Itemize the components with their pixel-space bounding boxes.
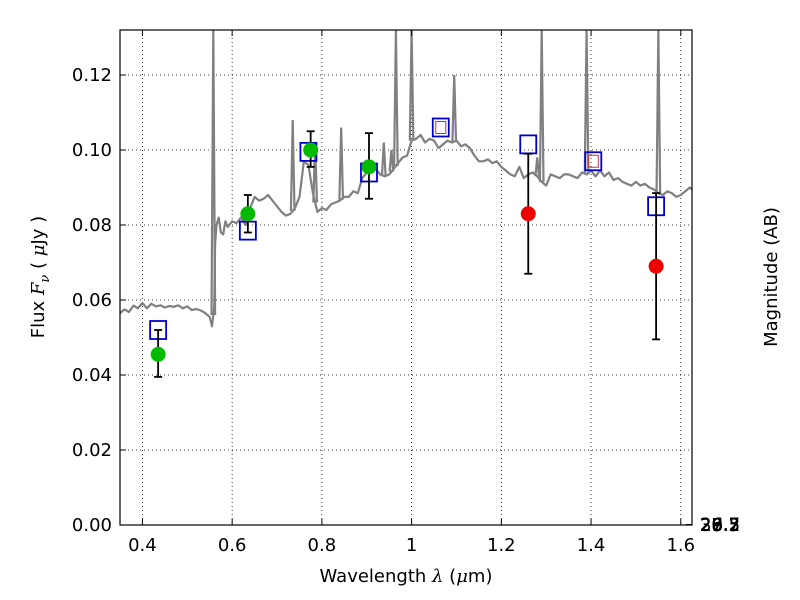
model-band-square	[431, 117, 450, 138]
y-tick-label: 0.02	[72, 440, 112, 461]
y2-tick-label: 28	[700, 515, 723, 536]
emission-line-spike	[380, 142, 387, 176]
emission-line-spike	[393, 30, 399, 166]
x-tick-label: 1.6	[666, 535, 695, 556]
y2-tick-label: 28.5	[700, 515, 740, 536]
x-tick-label: 1	[406, 535, 417, 556]
emission-line-spike	[538, 30, 545, 182]
y-tick-label: 0.06	[72, 290, 112, 311]
y-tick-label: 0.04	[72, 365, 112, 386]
model-band-inner-square	[587, 154, 599, 168]
y-tick-label: 0.08	[72, 215, 112, 236]
emission-line-spike	[338, 127, 345, 200]
y2-tick-label: 26.3	[700, 515, 740, 536]
emission-line-spike	[210, 30, 217, 316]
y-tick-label: 0.12	[72, 65, 112, 86]
y2-tick-label: 26.5	[700, 515, 740, 536]
observed-data-point	[150, 346, 166, 362]
observed-data-point	[648, 258, 664, 274]
observed-data-point	[303, 142, 319, 158]
y2-tick-label: 29	[700, 515, 723, 536]
x-tick-label: 0.6	[218, 535, 247, 556]
y-axis-label: Flux Fν ( μJy )	[28, 216, 53, 338]
emission-line-spike	[451, 74, 458, 142]
y2-tick-label: 27	[700, 515, 723, 536]
observed-data-point	[240, 206, 256, 222]
ticks-layer: 0.4 0.6 0.8 1 1.2 1.4 1.6 0.00 0.02 0.04 0.06 0.08 0…	[72, 30, 740, 556]
emission-line-spike	[655, 30, 662, 194]
model-band-square	[584, 151, 603, 172]
emission-line-spike	[534, 157, 541, 177]
y2-tick-label: 27.5	[700, 515, 740, 536]
y2-axis-label: Magnitude (AB)	[761, 207, 782, 347]
grid-layer	[120, 30, 692, 526]
emission-line-spike	[583, 30, 590, 175]
observed-data-point	[520, 206, 536, 222]
x-axis-label: Wavelength λ (μm)	[320, 566, 493, 587]
x-tick-label: 0.4	[128, 535, 157, 556]
y-tick-label: 0.00	[72, 515, 112, 536]
emission-line-spike	[408, 30, 415, 141]
y2-tick-label: 27.2	[700, 515, 740, 536]
spectrum-layer	[120, 30, 692, 328]
observed-data-point	[361, 159, 377, 175]
emission-line-spike	[388, 149, 395, 172]
y2-tick-label: 30	[700, 515, 723, 536]
x-tick-label: 1.2	[487, 535, 516, 556]
plot-frame	[119, 29, 693, 526]
model-band-inner-square	[435, 121, 447, 134]
y2-tick-label: 26.7	[700, 515, 740, 536]
y2-tick-label: 26.2	[700, 515, 740, 536]
model-band-square	[519, 134, 538, 155]
y-tick-label: 0.10	[72, 140, 112, 161]
marks-layer	[149, 117, 666, 378]
x-tick-label: 1.4	[577, 535, 606, 556]
emission-line-spike	[289, 119, 296, 211]
x-tick-label: 0.8	[308, 535, 337, 556]
model-spectrum-line	[120, 133, 692, 328]
